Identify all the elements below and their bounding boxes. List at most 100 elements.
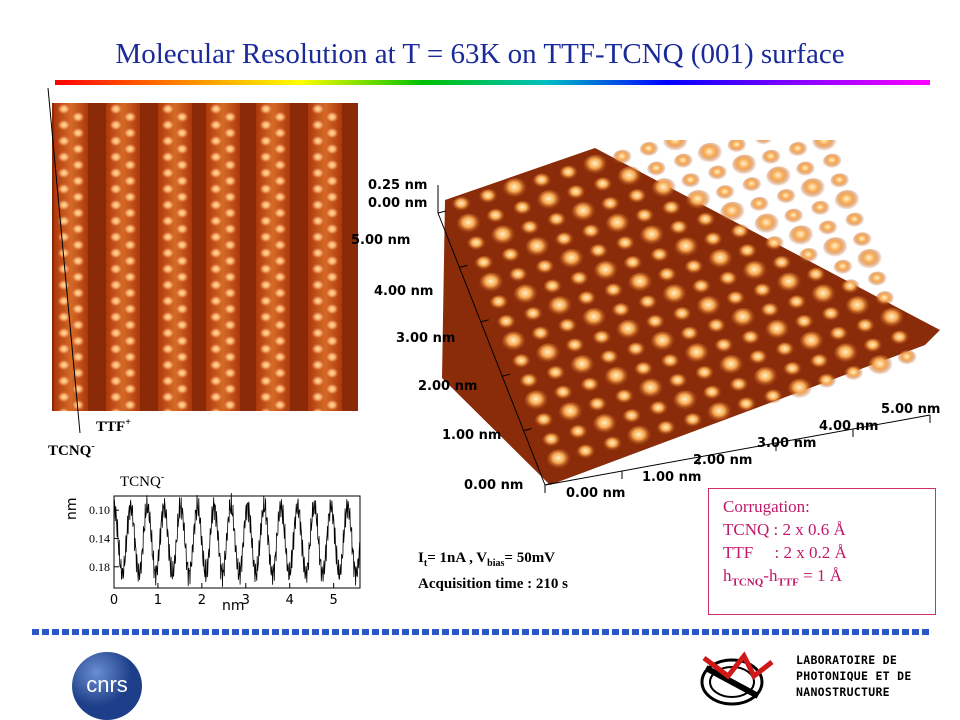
stm-molecule (123, 383, 137, 395)
stm-molecule (161, 327, 175, 339)
stm-molecule (57, 407, 71, 411)
stm-3d-bump (729, 377, 750, 394)
stm-molecule (57, 119, 71, 131)
stm-molecule (161, 215, 175, 227)
stm-3d-bump (844, 365, 865, 382)
stm-molecule (209, 167, 223, 179)
stm-molecule (57, 311, 71, 323)
stm-molecule (161, 103, 175, 115)
stm-3d-bump (841, 279, 862, 296)
stm-molecule (223, 367, 237, 379)
stm-3d-bump (635, 208, 656, 225)
stm-molecule (223, 287, 237, 299)
stm-molecule (325, 351, 339, 363)
stm-molecule (71, 111, 85, 123)
stm-molecule (259, 343, 273, 355)
stm-3d-bump (714, 338, 735, 355)
stm-3d-bump (452, 196, 473, 213)
stm-3d-bump (592, 330, 613, 347)
stm-molecule (57, 199, 71, 211)
stm-3d-bump (508, 267, 529, 284)
stm-molecule (209, 231, 223, 243)
stm-molecule (209, 215, 223, 227)
stm-molecule (175, 143, 189, 155)
x-tick-label: 3 (242, 593, 250, 608)
y-axis-label-1: 1.00 nm (442, 428, 502, 443)
stm-2d-image (52, 103, 358, 411)
stm-3d-bump (822, 153, 843, 170)
stm-molecule (259, 231, 273, 243)
stm-3d-bump (875, 291, 896, 308)
stm-molecule (259, 407, 273, 411)
stm-3d-bump (611, 302, 632, 319)
stm-3d-bump (592, 413, 619, 436)
stm-molecule (209, 119, 223, 131)
stm-molecule (71, 175, 85, 187)
stm-molecule (175, 351, 189, 363)
stm-3d-bump (489, 295, 510, 312)
stm-molecule (273, 335, 287, 347)
y-axis-label-5: 5.00 nm (351, 233, 411, 248)
stm-molecule (57, 151, 71, 163)
stm-molecule (223, 207, 237, 219)
stm-molecule (109, 375, 123, 387)
stm-3d-bump (616, 319, 643, 342)
corrugation-height-diff: hTCNQ-hTTF = 1 Å (723, 566, 842, 589)
stm-molecule (57, 279, 71, 291)
stm-3d-bump (617, 166, 644, 189)
x-tick-label: 4 (286, 593, 294, 608)
stm-3d-bump (650, 247, 671, 264)
stm-3d-bump (639, 141, 660, 158)
stm-molecule (223, 335, 237, 347)
stm-3d-bump (696, 296, 723, 319)
profile-series-line (113, 492, 361, 587)
stm-3d-bump (697, 142, 724, 165)
stm-molecule (273, 255, 287, 267)
stm-3d-bump (784, 208, 805, 225)
stm-3d-bump (812, 140, 839, 154)
stm-3d-bump (833, 343, 860, 366)
stm-molecule (57, 231, 71, 243)
stm-molecule (209, 199, 223, 211)
stm-3d-bump (649, 401, 670, 418)
stm-3d-bump (674, 237, 701, 260)
stm-3d-bump (799, 247, 820, 264)
stm-molecule (71, 399, 85, 411)
stm-molecule (109, 263, 123, 275)
stm-molecule (175, 335, 189, 347)
stm-3d-bump (553, 385, 574, 402)
stm-molecule (311, 375, 325, 387)
acquisition-conditions: It= 1nA , Vbias= 50mV Acquisition time :… (418, 548, 568, 595)
stm-3d-bump (604, 366, 631, 389)
stm-3d-bump (603, 436, 624, 453)
stm-molecule (273, 191, 287, 203)
stm-molecule (325, 255, 339, 267)
y-axis-tick (544, 482, 554, 486)
stm-molecule (273, 127, 287, 139)
stm-molecule (273, 207, 287, 219)
stm-molecule (209, 343, 223, 355)
stm-molecule (223, 143, 237, 155)
stm-3d-bump (543, 279, 564, 296)
stm-molecule (57, 135, 71, 147)
stm-molecule (57, 103, 71, 115)
stm-3d-bump (830, 173, 851, 190)
stm-molecule (109, 215, 123, 227)
stm-molecule (161, 407, 175, 411)
stm-3d-bump (811, 284, 838, 307)
stm-molecule (259, 295, 273, 307)
stm-3d-bump (623, 255, 644, 272)
stm-molecule (109, 135, 123, 147)
rainbow-divider (55, 80, 930, 85)
stm-molecule (161, 199, 175, 211)
stm-3d-bump (638, 295, 659, 312)
stm-3d-bump (800, 178, 827, 201)
stm-molecule (209, 295, 223, 307)
stm-molecule (71, 223, 85, 235)
stm-3d-bump (661, 354, 682, 371)
x-tick-label: 0 (110, 593, 118, 608)
stm-molecule (123, 223, 137, 235)
stm-molecule (259, 103, 273, 115)
stm-molecule (123, 399, 137, 411)
stm-3d-bump (726, 291, 747, 308)
